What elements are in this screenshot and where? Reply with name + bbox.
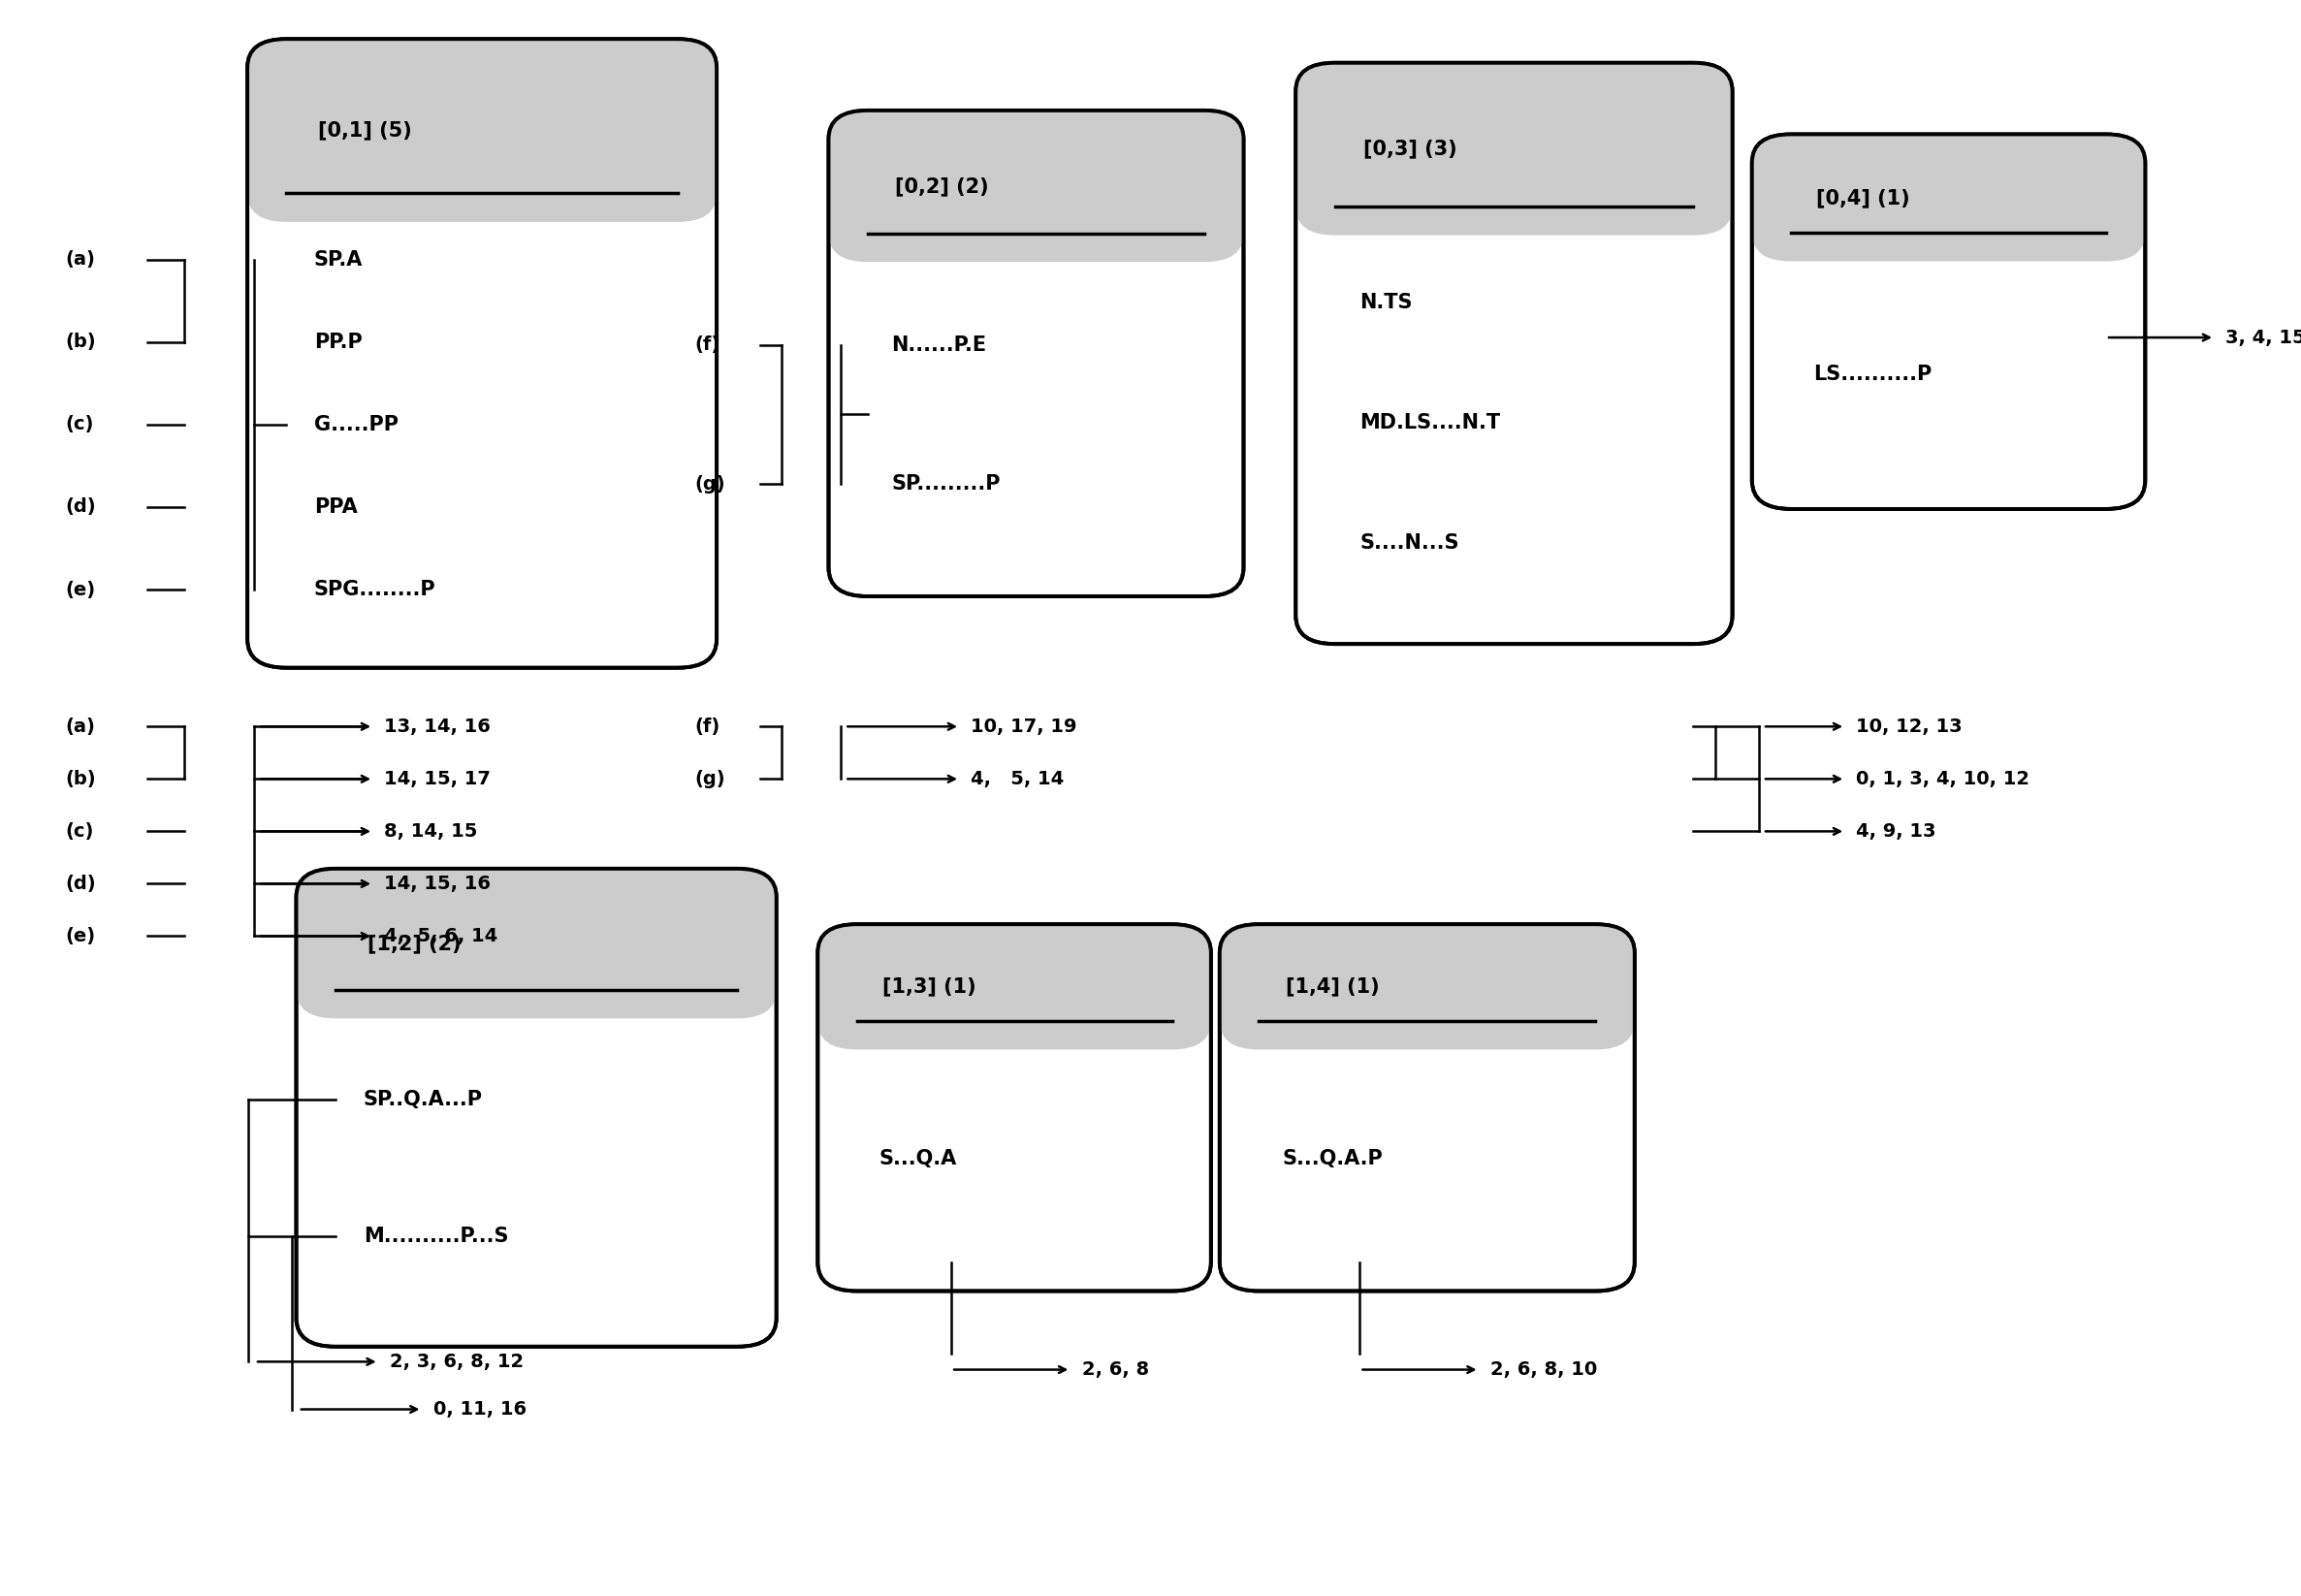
Text: [0,4] (1): [0,4] (1): [1815, 188, 1910, 207]
Text: (d): (d): [64, 498, 97, 516]
FancyBboxPatch shape: [1335, 148, 1694, 206]
Text: S...Q.A: S...Q.A: [879, 1149, 957, 1168]
Text: (f): (f): [695, 335, 720, 354]
Text: [0,2] (2): [0,2] (2): [895, 177, 989, 196]
Text: (a): (a): [64, 717, 94, 736]
Text: M..........P...S: M..........P...S: [364, 1226, 509, 1246]
FancyBboxPatch shape: [288, 131, 676, 193]
Text: (e): (e): [64, 927, 94, 945]
FancyBboxPatch shape: [1790, 198, 2105, 233]
Text: S...Q.A.P: S...Q.A.P: [1282, 1149, 1383, 1168]
Text: [1,4] (1): [1,4] (1): [1286, 977, 1378, 996]
Text: (d): (d): [64, 875, 97, 892]
Text: [0,3] (3): [0,3] (3): [1364, 139, 1457, 158]
Text: 4, 9, 13: 4, 9, 13: [1857, 822, 1935, 841]
Text: SPG........P: SPG........P: [313, 579, 435, 600]
Text: 2, 6, 8, 10: 2, 6, 8, 10: [1491, 1360, 1597, 1379]
FancyBboxPatch shape: [249, 38, 716, 667]
Text: (e): (e): [64, 581, 94, 598]
Text: G.....PP: G.....PP: [313, 415, 398, 434]
Text: N.TS: N.TS: [1360, 294, 1413, 313]
Text: (f): (f): [695, 717, 720, 736]
FancyBboxPatch shape: [336, 943, 736, 990]
Text: 3, 4, 15: 3, 4, 15: [2225, 329, 2301, 346]
Text: (c): (c): [64, 415, 94, 434]
Text: 4,   5, 14: 4, 5, 14: [971, 769, 1063, 788]
Text: 0, 11, 16: 0, 11, 16: [433, 1400, 527, 1419]
FancyBboxPatch shape: [1259, 986, 1595, 1021]
Text: [1,2] (2): [1,2] (2): [368, 934, 460, 953]
Text: 10, 12, 13: 10, 12, 13: [1857, 717, 1963, 736]
Text: SP.A: SP.A: [313, 249, 364, 270]
FancyBboxPatch shape: [249, 38, 716, 222]
Text: PP.P: PP.P: [313, 332, 361, 351]
FancyBboxPatch shape: [1295, 62, 1733, 235]
Text: MD.LS....N.T: MD.LS....N.T: [1360, 413, 1500, 433]
Text: (g): (g): [695, 476, 725, 493]
Text: [0,1] (5): [0,1] (5): [318, 121, 412, 140]
Text: 14, 15, 17: 14, 15, 17: [384, 769, 490, 788]
FancyBboxPatch shape: [297, 868, 775, 1347]
FancyBboxPatch shape: [297, 868, 775, 1018]
FancyBboxPatch shape: [1295, 62, 1733, 643]
FancyBboxPatch shape: [1751, 134, 2145, 509]
Text: 4,  5, 6, 14: 4, 5, 6, 14: [384, 927, 497, 945]
Text: 10, 17, 19: 10, 17, 19: [971, 717, 1077, 736]
FancyBboxPatch shape: [856, 986, 1171, 1021]
Text: SP.........P: SP.........P: [890, 474, 1001, 493]
Text: 8, 14, 15: 8, 14, 15: [384, 822, 479, 841]
FancyBboxPatch shape: [817, 924, 1210, 1291]
FancyBboxPatch shape: [1751, 134, 2145, 262]
Text: 0, 1, 3, 4, 10, 12: 0, 1, 3, 4, 10, 12: [1857, 769, 2029, 788]
Text: LS..........P: LS..........P: [1813, 364, 1931, 385]
Text: (b): (b): [64, 332, 97, 351]
Text: (a): (a): [64, 251, 94, 268]
Text: (g): (g): [695, 769, 725, 788]
FancyBboxPatch shape: [817, 924, 1210, 1050]
Text: (c): (c): [64, 822, 94, 841]
FancyBboxPatch shape: [1220, 924, 1634, 1050]
FancyBboxPatch shape: [828, 110, 1243, 262]
Text: S....N...S: S....N...S: [1360, 533, 1459, 552]
Text: SP..Q.A...P: SP..Q.A...P: [364, 1090, 483, 1109]
Text: (b): (b): [64, 769, 97, 788]
Text: 2, 3, 6, 8, 12: 2, 3, 6, 8, 12: [389, 1352, 525, 1371]
FancyBboxPatch shape: [1220, 924, 1634, 1291]
FancyBboxPatch shape: [828, 110, 1243, 597]
Text: 14, 15, 16: 14, 15, 16: [384, 875, 490, 892]
Text: 13, 14, 16: 13, 14, 16: [384, 717, 490, 736]
Text: 2, 6, 8: 2, 6, 8: [1081, 1360, 1148, 1379]
FancyBboxPatch shape: [867, 187, 1203, 233]
Text: N......P.E: N......P.E: [890, 335, 987, 354]
Text: PPA: PPA: [313, 498, 357, 517]
Text: [1,3] (1): [1,3] (1): [881, 977, 976, 996]
